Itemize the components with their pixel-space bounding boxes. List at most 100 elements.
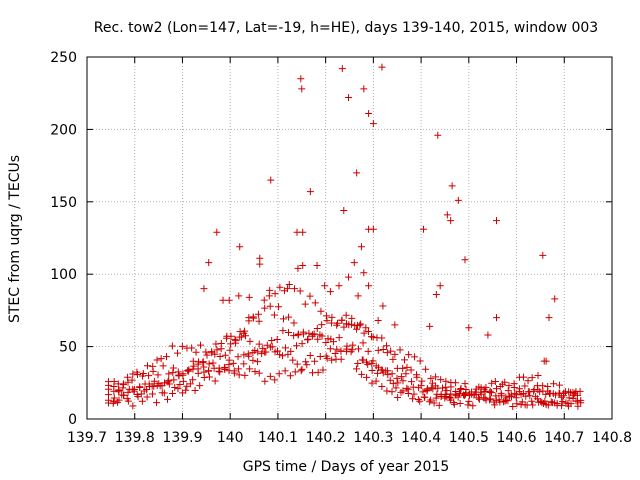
data-point [560,389,568,397]
data-point [383,349,391,357]
data-point [129,402,137,410]
data-point [442,377,450,385]
data-point [409,395,417,403]
data-point [209,359,217,367]
data-point [114,398,122,406]
data-point [356,321,364,329]
data-point [447,217,455,225]
data-point [279,352,287,360]
data-point [200,285,208,293]
x-tick-label: 140.6 [496,430,536,446]
data-point [573,391,581,399]
x-axis-label: GPS time / Days of year 2015 [243,459,450,475]
data-point [535,398,543,406]
data-point [500,398,508,406]
data-point [251,368,259,376]
data-point [162,353,170,361]
x-tick-label: 140.7 [544,430,584,446]
data-point [286,372,294,380]
data-point [403,363,411,371]
data-point [136,384,144,392]
data-point [194,369,202,377]
data-point [318,332,326,340]
data-point [456,400,464,408]
data-point [254,310,262,318]
data-point [329,338,337,346]
data-point [427,374,435,382]
data-point [123,395,131,403]
data-point [169,369,177,377]
data-point [290,319,298,327]
data-point [364,328,372,336]
data-point [470,391,478,399]
data-point [393,374,401,382]
data-point [183,382,191,390]
data-point [280,315,288,323]
data-point [174,349,182,357]
data-point [293,360,301,368]
data-point [271,348,279,356]
data-point [534,372,542,380]
data-point [128,376,136,384]
data-point [553,399,561,407]
y-axis-ticks: 0 50 100 150 200 250 [50,50,612,428]
data-point [306,351,314,359]
data-point [498,391,506,399]
data-point [372,377,380,385]
data-point [338,316,346,324]
data-point [454,196,462,204]
data-point [174,368,182,376]
data-point [164,378,172,386]
data-point [409,383,417,391]
data-point [196,382,204,390]
data-point [284,350,292,358]
data-point [148,390,156,398]
data-point [130,387,138,395]
data-point [311,299,319,307]
data-point [311,357,319,365]
data-point [296,287,304,295]
data-point [240,351,248,359]
data-point [475,383,483,391]
data-point [418,377,426,385]
data-point [486,388,494,396]
data-point [437,393,445,401]
data-point [492,385,500,393]
data-point [213,346,221,354]
data-point [213,228,221,236]
data-point [284,329,292,337]
data-point [154,371,162,379]
data-point [179,377,187,385]
data-point [369,357,377,365]
data-point [480,385,488,393]
data-point [469,402,477,410]
data-point [544,383,552,391]
data-point [397,373,405,381]
data-point [504,397,512,405]
data-point [314,368,322,376]
data-point [143,362,151,370]
data-point [518,398,526,406]
data-point [322,312,330,320]
data-point [443,211,451,219]
data-point [331,350,339,358]
data-point [256,260,264,268]
data-point [255,317,263,325]
data-point [199,358,207,366]
data-point [245,352,253,360]
data-point [374,317,382,325]
data-point [358,356,366,364]
data-point [482,383,490,391]
chart-title: Rec. tow2 (Lon=147, Lat=-19, h=HE), days… [94,20,598,36]
data-point [225,296,233,304]
data-point [432,394,440,402]
data-point [441,391,449,399]
data-point [357,243,365,251]
data-point [186,380,194,388]
data-point [211,377,219,385]
data-point [369,225,377,233]
data-point [379,369,387,377]
data-point [259,344,267,352]
data-point [304,336,312,344]
